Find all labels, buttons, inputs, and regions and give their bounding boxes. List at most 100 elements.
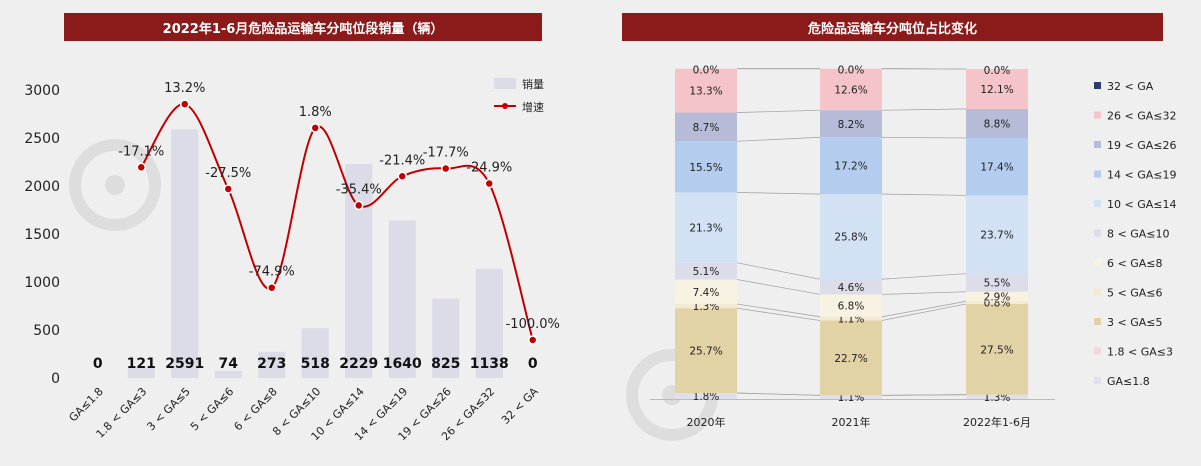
growth-point xyxy=(484,178,494,189)
connector-line xyxy=(736,392,821,396)
legend-label: 10 < GA≤14 xyxy=(1107,198,1176,211)
growth-point xyxy=(397,171,407,181)
right-chart-title: 危险品运输车分吨位占比变化 xyxy=(622,13,1163,41)
legend-swatch xyxy=(1094,141,1101,148)
growth-point xyxy=(267,282,277,293)
connector-line xyxy=(736,109,821,113)
growth-point xyxy=(310,123,320,133)
x-tick-label: 5 < GA≤6 xyxy=(188,385,236,433)
share-segment xyxy=(820,294,882,317)
legend-label: 26 < GA≤32 xyxy=(1107,110,1176,123)
legend-swatch xyxy=(1094,377,1101,384)
growth-label: -24.9% xyxy=(466,161,512,176)
connector-line xyxy=(881,303,967,321)
legend-label: 6 < GA≤8 xyxy=(1107,257,1162,270)
sales-bar xyxy=(258,351,286,378)
legend-swatch xyxy=(1094,229,1101,237)
y-tick-label: 2000 xyxy=(24,179,60,195)
legend-swatch xyxy=(1094,259,1101,266)
share-segment xyxy=(966,108,1028,138)
sales-bar xyxy=(432,298,460,378)
connector-line xyxy=(736,192,821,195)
legend-label: 3 < GA≤5 xyxy=(1107,316,1162,329)
sales-value-label: 121 xyxy=(127,356,156,372)
growth-label: -100.0% xyxy=(506,317,560,332)
share-label: 6.8% xyxy=(838,301,865,313)
share-segment xyxy=(675,303,737,309)
share-label: 8.7% xyxy=(693,122,720,134)
legend-label: 8 < GA≤10 xyxy=(1107,228,1169,241)
growth-label: -17.7% xyxy=(423,146,469,161)
share-label: 13.3% xyxy=(689,86,722,98)
x-tick-label: GA≤1.8 xyxy=(66,385,105,424)
share-label: 4.6% xyxy=(838,282,865,294)
share-label: 1.3% xyxy=(984,392,1011,404)
connector-line xyxy=(736,307,821,321)
growth-label: -35.4% xyxy=(336,182,382,197)
share-segment xyxy=(675,141,737,193)
connector-line xyxy=(881,273,967,280)
sales-value-label: 2229 xyxy=(339,356,378,372)
share-label: 1.8% xyxy=(693,391,720,403)
share-label: 8.2% xyxy=(838,119,865,131)
share-segment xyxy=(675,112,737,142)
legend-swatch xyxy=(1094,318,1101,325)
connector-line xyxy=(736,279,821,295)
category-label: 2020年 xyxy=(687,415,726,429)
share-label: 17.4% xyxy=(980,162,1013,174)
sales-bar xyxy=(214,370,242,378)
y-tick-label: 2500 xyxy=(24,131,60,147)
share-label: 1.3% xyxy=(693,301,720,313)
legend-label: 19 < GA≤26 xyxy=(1107,139,1176,152)
connector-line xyxy=(736,136,821,142)
legend-label: 14 < GA≤19 xyxy=(1107,169,1176,182)
growth-label: -17.1% xyxy=(118,144,164,159)
share-label: 25.7% xyxy=(689,346,722,358)
share-label: 17.2% xyxy=(834,161,867,173)
sales-value-label: 0 xyxy=(528,356,538,372)
growth-label: 1.8% xyxy=(299,105,332,120)
share-segment xyxy=(675,262,737,280)
legend-swatch xyxy=(1094,170,1101,178)
sales-bar xyxy=(127,366,155,378)
share-segment xyxy=(966,291,1028,302)
share-segment xyxy=(820,137,882,195)
share-segment xyxy=(966,137,1028,196)
connector-line xyxy=(736,262,821,280)
share-label: 5.5% xyxy=(984,278,1011,290)
y-tick-label: 1000 xyxy=(24,275,60,291)
share-label: 2.9% xyxy=(984,292,1011,304)
connector-line xyxy=(881,108,967,111)
growth-point xyxy=(441,163,451,174)
share-label: 8.8% xyxy=(984,118,1011,130)
sales-bar xyxy=(345,164,373,378)
share-label: 12.1% xyxy=(980,84,1013,96)
sales-bar xyxy=(301,328,329,378)
growth-point xyxy=(180,99,190,109)
sales-value-label: 2591 xyxy=(165,356,204,372)
legend-label-sales: 销量 xyxy=(522,77,544,91)
y-tick-label: 0 xyxy=(51,371,60,387)
growth-label: -21.4% xyxy=(379,153,425,168)
growth-label: -74.9% xyxy=(249,265,295,280)
share-segment xyxy=(820,395,882,399)
connector-line xyxy=(881,291,967,295)
legend-label: 1.8 < GA≤3 xyxy=(1107,346,1173,359)
legend-swatch xyxy=(1094,288,1101,296)
share-segment xyxy=(675,393,737,399)
growth-line xyxy=(140,103,534,341)
growth-point xyxy=(354,200,364,211)
sales-value-label: 0 xyxy=(93,356,103,372)
legend-swatch-sales xyxy=(494,78,516,89)
left-chart-title: 2022年1-6月危险品运输车分吨位段销量（辆） xyxy=(64,13,542,41)
share-label: 0.0% xyxy=(984,65,1011,77)
connector-line xyxy=(881,136,967,139)
share-segment xyxy=(820,316,882,321)
legend-swatch xyxy=(1094,347,1101,355)
share-segment xyxy=(966,301,1028,304)
sales-bar xyxy=(475,268,503,378)
legend-swatch xyxy=(1094,82,1101,89)
share-label: 7.4% xyxy=(693,287,720,299)
sales-value-label: 825 xyxy=(431,356,460,372)
